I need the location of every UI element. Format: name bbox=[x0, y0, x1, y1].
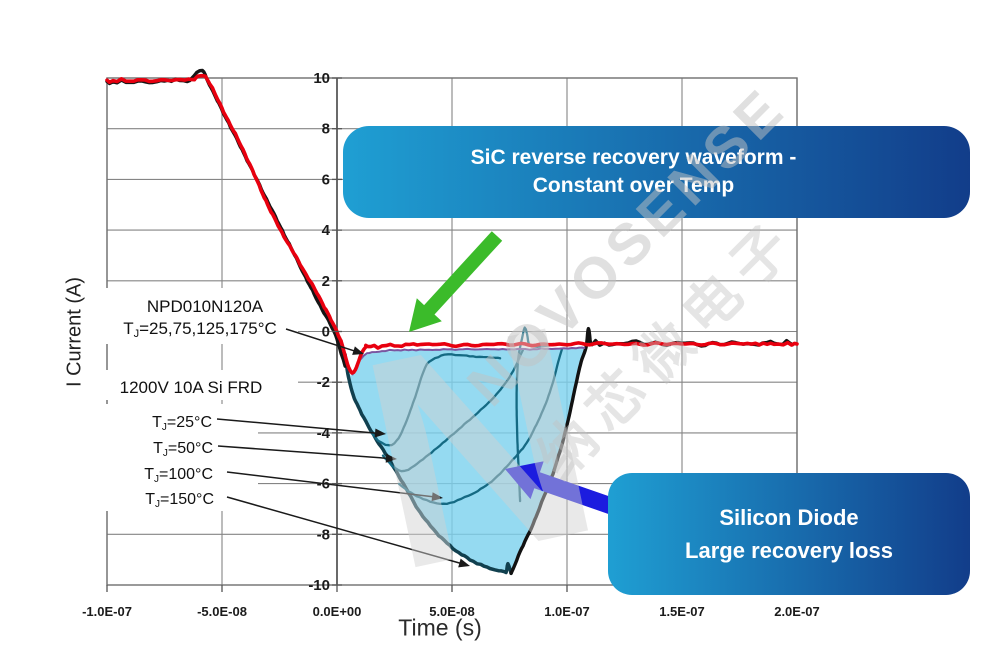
label-device-sic-temps: TJ​=25,75,125,175°C bbox=[123, 319, 277, 340]
y-tick-label: 0 bbox=[322, 324, 330, 341]
x-tick-label: -1.0E-07 bbox=[82, 604, 132, 619]
label-backdrop bbox=[106, 288, 298, 344]
y-tick-label: -6 bbox=[317, 476, 330, 493]
label-tj100: TJ​=100°C bbox=[144, 466, 213, 485]
y-tick-label: -8 bbox=[317, 526, 330, 543]
series-sic-red-tail bbox=[364, 340, 799, 350]
label-device-si: 1200V 10A Si FRD bbox=[120, 378, 263, 397]
y-tick-label: 8 bbox=[322, 121, 330, 138]
series-si-100C bbox=[397, 348, 564, 506]
callout-silicon-loss: Silicon Diode Large recovery loss bbox=[608, 473, 970, 595]
y-tick-label: -10 bbox=[308, 577, 330, 594]
x-tick-label: 5.0E-08 bbox=[429, 604, 475, 619]
x-tick-label: 2.0E-07 bbox=[774, 604, 820, 619]
callout-silicon-line2: Large recovery loss bbox=[685, 538, 893, 563]
leader-tj150-head bbox=[458, 558, 470, 568]
green-arrow bbox=[409, 231, 503, 332]
label-tj150: TJ​=150°C bbox=[145, 491, 214, 510]
leader-tj25-head bbox=[374, 428, 386, 438]
y-tick-label: -2 bbox=[317, 374, 330, 391]
si-recovery-loss-area bbox=[345, 347, 586, 574]
series-sic-red-flat bbox=[105, 77, 197, 84]
x-tick-label: 1.5E-07 bbox=[659, 604, 705, 619]
leader-tj150 bbox=[226, 496, 465, 566]
y-tick-label: 10 bbox=[313, 70, 330, 87]
series-sic-red-dip bbox=[339, 338, 368, 375]
callout-sic-line1: SiC reverse recovery waveform - bbox=[470, 146, 797, 169]
series-si-envelope-right bbox=[509, 326, 593, 575]
callout-silicon-line1: Silicon Diode bbox=[719, 505, 859, 530]
y-tick-label: 2 bbox=[322, 273, 330, 290]
series-si-50C bbox=[381, 348, 525, 473]
y-axis-title: I Current (A) bbox=[63, 276, 86, 388]
y-tick-label: -4 bbox=[317, 425, 331, 442]
leader-tj100 bbox=[226, 471, 438, 499]
leader-npd-head bbox=[352, 346, 364, 355]
label-device-sic: NPD010N120A bbox=[147, 297, 264, 316]
leader-tj100-head bbox=[431, 492, 443, 502]
label-backdrop bbox=[106, 370, 298, 400]
x-tick-label: 0.0E+00 bbox=[313, 604, 362, 619]
leader-tj25 bbox=[216, 418, 381, 435]
leader-tj50 bbox=[217, 445, 392, 460]
series-sic-top-edge bbox=[351, 346, 586, 376]
label-tj25: TJ​=25°C bbox=[152, 414, 212, 433]
label-backdrop bbox=[106, 404, 258, 511]
x-axis-title: Time (s) bbox=[398, 614, 482, 641]
callout-sic-line2: Constant over Temp bbox=[532, 174, 735, 197]
series-sic-red-ramp bbox=[192, 73, 343, 343]
leader-tj50-head bbox=[385, 453, 397, 463]
series-si-25C bbox=[370, 353, 502, 447]
y-tick-label: 4 bbox=[322, 222, 331, 239]
y-tick-label: 6 bbox=[322, 171, 330, 188]
x-tick-label: 1.0E-07 bbox=[544, 604, 590, 619]
callout-sic-constant: SiC reverse recovery waveform - Constant… bbox=[343, 126, 970, 218]
x-tick-label: -5.0E-08 bbox=[197, 604, 247, 619]
leader-npd bbox=[285, 328, 359, 353]
label-tj50: TJ​=50°C bbox=[153, 440, 213, 459]
